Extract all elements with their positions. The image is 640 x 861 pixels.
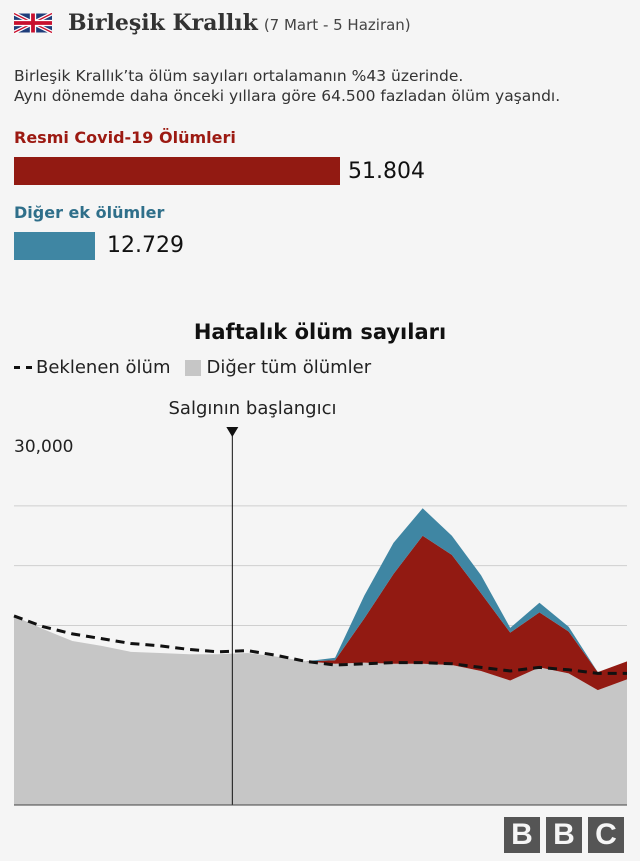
pandemic-start-marker	[226, 427, 239, 437]
header: Birleşik Krallık (7 Mart - 5 Haziran)	[14, 10, 411, 36]
expected-deaths-line	[13, 614, 627, 675]
area-series-2	[14, 535, 627, 691]
description-line-2: Aynı dönemde daha önceki yıllara göre 64…	[14, 87, 561, 105]
chart-title: Haftalık ölüm sayıları	[193, 320, 447, 344]
bbc-letter-1: B	[504, 817, 540, 853]
page-title: Birleşik Krallık	[68, 10, 258, 36]
grey-box-legend-icon	[184, 359, 201, 376]
pandemic-start-annotation: Salgının başlangıcı	[168, 398, 337, 419]
other-bar-value: 12.729	[107, 233, 184, 258]
uk-flag-icon	[14, 11, 52, 35]
legend-other-label: Diğer tüm ölümler	[206, 357, 372, 378]
other-bar	[14, 232, 95, 260]
legend-expected-label: Beklenen ölüm	[36, 357, 171, 378]
chart-legend: Beklenen ölüm Diğer tüm ölümler	[14, 357, 371, 378]
description: Birleşik Krallık’ta ölüm sayıları ortala…	[14, 66, 624, 106]
dashed-line-legend-icon	[14, 366, 32, 369]
bbc-letter-2: B	[546, 817, 582, 853]
y-tick-label: 30,000	[14, 437, 73, 457]
covid-bar-label: Resmi Covid-19 Ölümleri	[14, 128, 236, 147]
covid-bar	[14, 157, 340, 185]
page-subtitle: (7 Mart - 5 Haziran)	[263, 16, 411, 34]
area-series-1	[14, 615, 627, 805]
other-bar-label: Diğer ek ölümler	[14, 203, 165, 222]
bbc-logo: B B C	[498, 817, 624, 853]
description-line-1: Birleşik Krallık’ta ölüm sayıları ortala…	[14, 67, 464, 85]
bbc-letter-3: C	[588, 817, 624, 853]
covid-bar-value: 51.804	[348, 159, 425, 184]
